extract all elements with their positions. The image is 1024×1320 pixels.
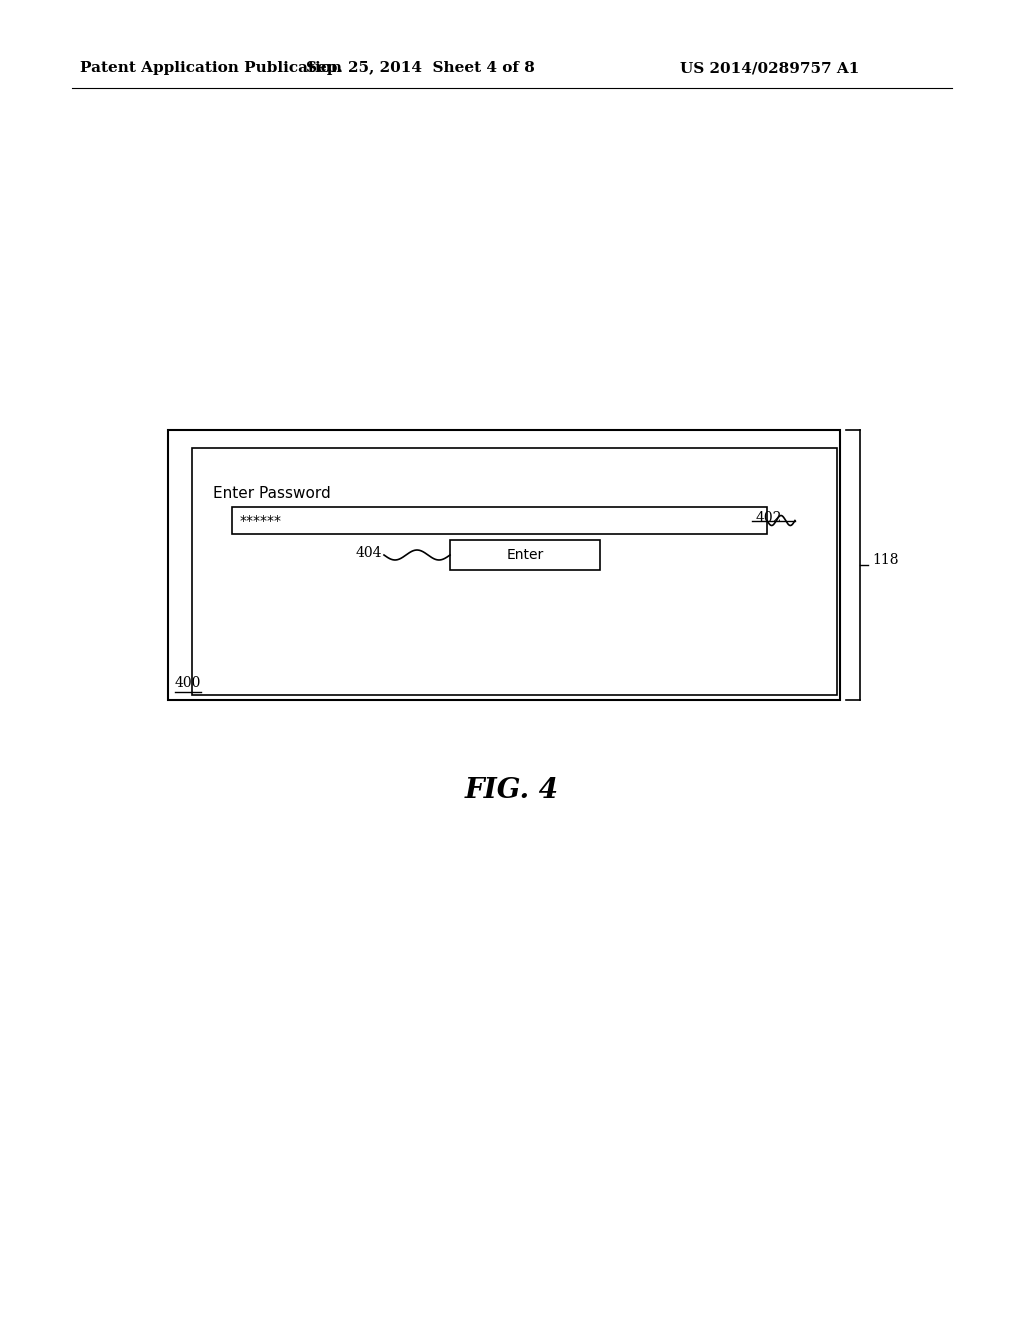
Text: ******: ******	[240, 513, 282, 528]
Bar	[168, 430, 840, 700]
Bar	[193, 447, 837, 696]
Text: Patent Application Publication: Patent Application Publication	[80, 61, 342, 75]
Text: 118: 118	[872, 553, 898, 568]
Text: US 2014/0289757 A1: US 2014/0289757 A1	[680, 61, 859, 75]
Text: Sep. 25, 2014  Sheet 4 of 8: Sep. 25, 2014 Sheet 4 of 8	[305, 61, 535, 75]
Bar	[450, 540, 600, 570]
Text: 400: 400	[175, 676, 202, 690]
Text: Enter Password: Enter Password	[213, 486, 331, 500]
Text: FIG. 4: FIG. 4	[465, 776, 559, 804]
Bar	[232, 507, 767, 535]
Text: Enter: Enter	[507, 548, 544, 562]
Text: 404: 404	[355, 546, 382, 560]
Text: 402: 402	[756, 511, 782, 525]
